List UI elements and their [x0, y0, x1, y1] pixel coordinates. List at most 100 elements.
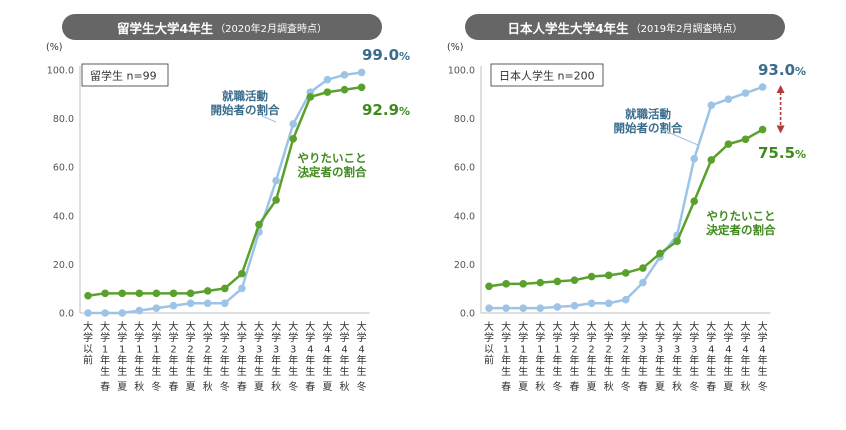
- series-label: やりたいこと決定者の割合: [707, 209, 776, 237]
- gap-arrow-head-up: [776, 85, 785, 94]
- x-tick-label: 大学 1 年生: [151, 320, 161, 378]
- chart-panel-japanese: 日本人学生大学4年生 （2019年2月調査時点） (%) 0.0 20.0 40.0 6…: [423, 0, 846, 430]
- x-season-label: 夏: [587, 381, 597, 393]
- x-tick-label: 大学 1 年生: [535, 320, 545, 378]
- x-season-label: 春: [706, 381, 716, 393]
- x-tick-label: 大学 3 年生: [689, 320, 699, 378]
- data-point: [289, 120, 298, 128]
- data-point: [203, 287, 212, 295]
- data-point: [673, 237, 681, 246]
- series-label-leader: [705, 227, 724, 235]
- data-point: [289, 134, 298, 143]
- x-tick-label: 大学 3 年生: [655, 320, 665, 378]
- series-label: やりたいこと決定者の割合: [298, 151, 367, 179]
- x-tick-label: 大学 4 年生: [305, 320, 315, 378]
- x-season-label: 秋: [604, 380, 614, 393]
- data-point: [272, 196, 280, 204]
- data-point: [502, 304, 510, 312]
- gap-arrow-head-down: [776, 125, 785, 134]
- chart-subtitle: （2019年2月調査時点）: [630, 23, 743, 35]
- data-point: [724, 140, 733, 148]
- x-season-label: 春: [100, 381, 110, 393]
- x-season-label: 春: [570, 381, 580, 393]
- y-tick-label: 100.0: [448, 66, 475, 77]
- x-season-label: 秋: [271, 380, 281, 393]
- x-tick-label: 大学 1 年生: [100, 320, 110, 378]
- chart-subtitle: （2020年2月調査時点）: [215, 23, 327, 35]
- data-point: [84, 309, 92, 317]
- data-point: [690, 197, 698, 206]
- y-tick-label: 40.0: [53, 211, 74, 222]
- data-point: [519, 280, 527, 288]
- sample-size-label: 日本人学生 n=200: [499, 69, 595, 83]
- y-tick-label: 100.0: [47, 66, 74, 77]
- y-tick-label: 20.0: [53, 260, 74, 271]
- x-tick-label: 大学 2 年生: [186, 320, 196, 378]
- x-season-label: 夏: [186, 381, 196, 393]
- data-point: [118, 289, 126, 298]
- y-tick-label: 20.0: [454, 260, 475, 271]
- x-season-label: 春: [638, 381, 648, 393]
- x-tick-label: 大学 1 年生: [117, 320, 127, 378]
- data-point: [570, 276, 579, 284]
- data-point: [340, 85, 349, 94]
- data-point: [604, 299, 613, 308]
- data-point: [502, 280, 510, 288]
- data-point: [357, 83, 366, 92]
- x-season-label: 春: [237, 381, 247, 393]
- end-value-label: 92.9%: [362, 101, 410, 119]
- series-line: [87, 86, 362, 297]
- x-season-label: 春: [169, 381, 179, 393]
- sample-size-box: [490, 63, 604, 87]
- data-point: [101, 309, 109, 317]
- x-season-label: 冬: [220, 380, 230, 393]
- x-season-label: 春: [305, 381, 315, 393]
- line-chart-japanese: (%) 0.0 20.0 40.0 60.0 80.0 100.0 日本人学生 n=200 大学…: [447, 42, 806, 393]
- x-season-label: 夏: [655, 381, 665, 393]
- x-tick-label: 大学 3 年生: [271, 320, 281, 378]
- data-point: [238, 269, 246, 278]
- x-season-label: 春: [501, 381, 511, 393]
- data-point: [169, 301, 178, 310]
- series-label-leader: [662, 129, 699, 146]
- data-point: [135, 289, 144, 298]
- series-label: 就職活動開始者の割合: [211, 89, 280, 117]
- series-label: 就職活動開始者の割合: [614, 107, 683, 135]
- data-point: [152, 289, 161, 298]
- x-tick-label: 大学 1 年生: [552, 320, 562, 378]
- x-season-label: 冬: [758, 380, 768, 393]
- data-point: [758, 83, 767, 91]
- y-tick-label: 0.0: [460, 309, 475, 320]
- data-point: [741, 89, 750, 97]
- series-line: [488, 128, 764, 288]
- data-point: [536, 304, 545, 312]
- data-point: [118, 309, 126, 317]
- x-tick-label: 大学 2 年生: [604, 320, 614, 378]
- data-point: [340, 71, 349, 79]
- data-point: [186, 289, 195, 298]
- x-season-label: 秋: [741, 380, 751, 393]
- data-point: [152, 304, 161, 312]
- data-point: [553, 277, 562, 286]
- x-tick-label: 大学 2 年生: [169, 320, 179, 378]
- data-point: [622, 295, 630, 304]
- x-tick-label: 大学 3 年生: [288, 320, 298, 378]
- data-point: [570, 301, 579, 310]
- y-axis-unit: (%): [46, 42, 62, 53]
- x-season-label: 冬: [151, 380, 161, 393]
- data-point: [255, 220, 263, 229]
- chart-panel-international: 留学生大学4年生 （2020年2月調査時点） (%) 0.0 20.0 40.0 60.…: [46, 14, 410, 393]
- data-point: [323, 75, 332, 84]
- data-point: [306, 93, 315, 101]
- data-point: [587, 299, 596, 308]
- x-season-label: 冬: [689, 380, 699, 393]
- chart-title: 日本人学生大学4年生: [507, 20, 629, 36]
- x-season-label: 夏: [117, 381, 127, 393]
- sample-size-label: 留学生 n=99: [90, 69, 157, 83]
- x-tick-label: 大学 3 年生: [638, 320, 648, 378]
- end-value-label: 99.0%: [362, 46, 410, 64]
- series-label-leader: [261, 115, 277, 123]
- data-point: [587, 272, 596, 281]
- x-season-label: 夏: [322, 381, 332, 393]
